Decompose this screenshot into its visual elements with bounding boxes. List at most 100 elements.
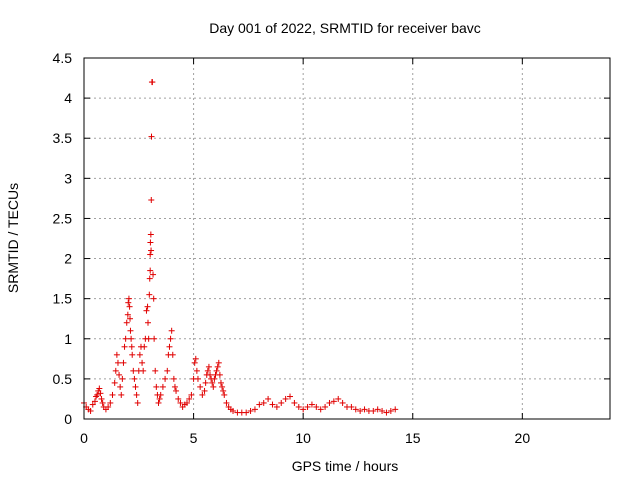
y-tick-label: 4: [64, 90, 72, 106]
y-tick-label: 2: [64, 251, 72, 267]
y-tick-label: 1: [64, 331, 72, 347]
data-point: [335, 395, 342, 402]
x-tick-label: 15: [405, 430, 421, 446]
data-point: [326, 399, 333, 406]
data-point: [114, 359, 121, 366]
data-point: [120, 359, 127, 366]
data-point: [148, 247, 155, 254]
data-point: [119, 375, 126, 382]
data-series: [81, 79, 399, 416]
x-tick-label: 20: [515, 430, 531, 446]
data-point: [173, 387, 180, 394]
data-point: [308, 401, 315, 408]
data-point: [140, 367, 147, 374]
data-point: [175, 395, 182, 402]
data-point: [169, 351, 176, 358]
data-point: [197, 383, 204, 390]
data-point: [191, 359, 198, 366]
data-point: [273, 403, 280, 410]
data-point: [192, 355, 199, 362]
x-tick-label: 10: [295, 430, 311, 446]
data-point: [243, 409, 250, 416]
data-point: [162, 375, 169, 382]
data-point: [193, 367, 200, 374]
y-tick-label: 1.5: [53, 291, 73, 307]
data-point: [171, 383, 178, 390]
data-point: [128, 343, 135, 350]
data-point: [150, 295, 157, 302]
data-point: [219, 383, 226, 390]
data-point: [159, 383, 166, 390]
data-point: [141, 343, 148, 350]
data-point: [132, 383, 139, 390]
data-point: [125, 299, 132, 306]
data-point: [317, 406, 324, 413]
y-tick-label: 3.5: [53, 130, 73, 146]
data-point: [348, 403, 355, 410]
x-axis-label: GPS time / hours: [292, 458, 399, 474]
data-point: [124, 311, 131, 318]
x-tick-label: 5: [190, 430, 198, 446]
chart-title: Day 001 of 2022, SRMTID for receiver bav…: [209, 20, 481, 36]
data-point: [147, 231, 154, 238]
data-point: [128, 335, 135, 342]
data-point: [210, 383, 217, 390]
axis-ticks: 0 5 10 15 20 0 0.5 1 1.5 2 2.5 3 3.5 4 4.5: [53, 50, 610, 446]
data-point: [127, 315, 134, 322]
data-point: [167, 335, 174, 342]
y-tick-label: 4.5: [53, 50, 73, 66]
data-point: [147, 251, 154, 258]
data-point: [96, 385, 103, 392]
data-point: [330, 398, 337, 405]
data-point: [148, 133, 155, 140]
data-point: [146, 291, 153, 298]
data-point: [98, 395, 105, 402]
data-point: [133, 391, 140, 398]
y-tick-label: 0: [64, 411, 72, 427]
data-point: [109, 391, 116, 398]
data-point: [186, 395, 193, 402]
data-point: [149, 79, 156, 86]
data-point: [223, 399, 230, 406]
data-point: [278, 399, 285, 406]
data-point: [170, 375, 177, 382]
data-point: [194, 375, 201, 382]
data-point: [143, 307, 150, 314]
data-point: [105, 403, 112, 410]
y-axis-label: SRMTID / TECUs: [5, 183, 21, 293]
data-point: [111, 379, 118, 386]
y-tick-label: 0.5: [53, 371, 73, 387]
x-tick-label: 0: [80, 430, 88, 446]
data-point: [129, 351, 136, 358]
data-point: [177, 399, 184, 406]
data-point: [164, 367, 171, 374]
data-point: [99, 399, 106, 406]
data-point: [89, 401, 96, 408]
data-point: [214, 363, 221, 370]
data-point: [94, 391, 101, 398]
data-point: [211, 375, 218, 382]
data-point: [118, 391, 125, 398]
data-point: [122, 335, 129, 342]
data-point: [265, 395, 272, 402]
data-point: [379, 407, 386, 414]
data-point: [144, 303, 151, 310]
data-point: [370, 407, 377, 414]
data-point: [287, 393, 294, 400]
plot-frame: [83, 57, 611, 420]
grid: [84, 58, 610, 419]
data-point: [136, 351, 143, 358]
data-point: [126, 303, 133, 310]
data-point: [87, 407, 94, 414]
y-tick-label: 3: [64, 170, 72, 186]
data-point: [339, 399, 346, 406]
data-point: [153, 383, 160, 390]
data-point: [166, 343, 173, 350]
data-point: [150, 271, 157, 278]
data-point: [352, 406, 359, 413]
data-point: [188, 391, 195, 398]
data-point: [147, 239, 154, 246]
data-point: [205, 363, 212, 370]
data-point: [152, 367, 159, 374]
